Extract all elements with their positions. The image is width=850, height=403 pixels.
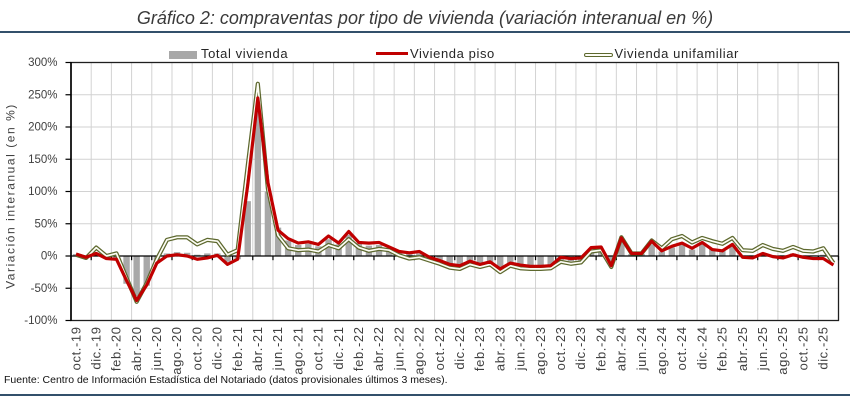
svg-text:150%: 150% [28, 154, 57, 166]
svg-text:ago.-20: ago.-20 [169, 326, 184, 374]
svg-text:feb.-22: feb.-22 [351, 326, 366, 371]
svg-text:oct.-19: oct.-19 [68, 326, 83, 370]
svg-text:abr.-23: abr.-23 [492, 326, 507, 371]
svg-text:oct.-23: oct.-23 [553, 326, 568, 370]
svg-text:feb.-25: feb.-25 [715, 326, 730, 371]
svg-text:-100%: -100% [24, 315, 57, 327]
svg-text:jun.-24: jun.-24 [634, 326, 649, 371]
svg-text:-50%: -50% [31, 283, 58, 295]
svg-text:oct.-22: oct.-22 [432, 326, 447, 370]
svg-text:feb.-23: feb.-23 [472, 326, 487, 371]
svg-text:Variación interanual (en %): Variación interanual (en %) [4, 103, 18, 289]
svg-text:50%: 50% [34, 218, 57, 230]
svg-text:100%: 100% [28, 186, 57, 198]
svg-text:dic.-25: dic.-25 [816, 326, 831, 369]
svg-text:abr.-21: abr.-21 [250, 326, 265, 371]
svg-text:0%: 0% [41, 251, 58, 263]
svg-text:dic.-24: dic.-24 [694, 326, 709, 369]
svg-text:ago.-24: ago.-24 [654, 326, 669, 374]
svg-text:ago.-22: ago.-22 [412, 326, 427, 374]
svg-text:jun.-25: jun.-25 [755, 326, 770, 371]
svg-text:dic.-20: dic.-20 [210, 326, 225, 369]
svg-text:abr.-20: abr.-20 [129, 326, 144, 371]
svg-text:300%: 300% [28, 57, 57, 69]
svg-text:jun.-20: jun.-20 [149, 326, 164, 371]
svg-text:200%: 200% [28, 122, 57, 134]
svg-text:feb.-24: feb.-24 [593, 326, 608, 371]
svg-text:dic.-23: dic.-23 [573, 326, 588, 369]
svg-text:dic.-22: dic.-22 [452, 326, 467, 369]
svg-text:ago.-21: ago.-21 [290, 326, 305, 374]
svg-text:oct.-24: oct.-24 [674, 326, 689, 370]
svg-text:jun.-23: jun.-23 [513, 326, 528, 371]
svg-text:jun.-22: jun.-22 [391, 326, 406, 371]
svg-text:ago.-25: ago.-25 [775, 326, 790, 374]
svg-text:feb.-21: feb.-21 [230, 326, 245, 371]
svg-text:abr.-24: abr.-24 [614, 326, 629, 371]
svg-text:dic.-21: dic.-21 [331, 326, 346, 369]
svg-text:dic.-19: dic.-19 [88, 326, 103, 369]
svg-text:jun.-21: jun.-21 [270, 326, 285, 371]
svg-text:oct.-25: oct.-25 [795, 326, 810, 370]
svg-text:oct.-21: oct.-21 [311, 326, 326, 370]
svg-text:feb.-20: feb.-20 [109, 326, 124, 371]
svg-text:oct.-20: oct.-20 [189, 326, 204, 370]
svg-text:250%: 250% [28, 89, 57, 101]
svg-text:abr.-22: abr.-22 [371, 326, 386, 371]
svg-text:ago.-23: ago.-23 [533, 326, 548, 374]
svg-text:abr.-25: abr.-25 [735, 326, 750, 371]
